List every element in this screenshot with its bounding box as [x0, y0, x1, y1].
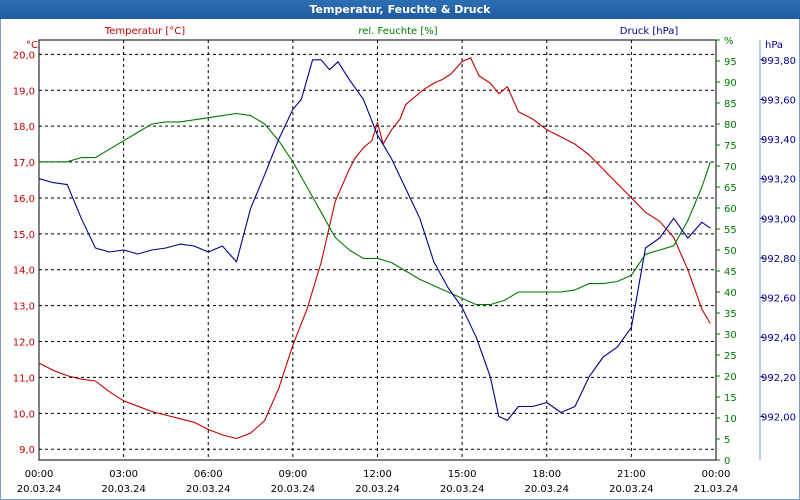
- grid-lines: [39, 40, 716, 460]
- x-tick-date: 20.03.24: [524, 484, 569, 495]
- pressure-tick-label: 992,00: [761, 412, 796, 423]
- temperature-tick-label: 15,0: [13, 230, 35, 241]
- series-line-pressure: [38, 59, 711, 421]
- series-line-temperature: [38, 57, 711, 440]
- x-tick-time: 00:00: [702, 469, 731, 480]
- x-tick-date: 21.03.24: [694, 484, 739, 495]
- humidity-tick-label: 95: [724, 57, 737, 68]
- axis-ticks: 00:00 20.03.24 03:00 20.03.24 06:00 20.03.24 0…: [13, 36, 796, 495]
- humidity-tick-label: 85: [724, 99, 737, 110]
- humidity-tick-label: 75: [724, 141, 737, 152]
- humidity-tick-label: 70: [724, 162, 737, 173]
- temperature-tick-label: 9,0: [19, 445, 35, 456]
- x-tick-date: 20.03.24: [609, 484, 654, 495]
- humidity-tick-label: 45: [724, 267, 737, 278]
- temperature-tick-label: 19,0: [13, 86, 35, 97]
- x-tick-time: 15:00: [448, 469, 477, 480]
- humidity-tick-label: 50: [724, 246, 737, 257]
- x-tick-time: 06:00: [194, 469, 223, 480]
- temperature-tick-label: 20,0: [13, 50, 35, 61]
- temperature-tick-label: 17,0: [13, 158, 35, 169]
- humidity-tick-label: 80: [724, 120, 737, 131]
- series-layer: [38, 57, 711, 440]
- x-tick-time: 09:00: [278, 469, 307, 480]
- humidity-tick-label: 90: [724, 78, 737, 89]
- x-tick-date: 20.03.24: [186, 484, 231, 495]
- x-tick-time: 12:00: [363, 469, 392, 480]
- window-title: Temperatur, Feuchte & Druck: [0, 0, 800, 19]
- x-tick-date: 20.03.24: [101, 484, 146, 495]
- humidity-tick-label: 25: [724, 351, 737, 362]
- temperature-tick-label: 10,0: [13, 409, 35, 420]
- temperature-tick-label: 11,0: [13, 373, 35, 384]
- temperature-axis-label: Temperatur [°C]: [104, 26, 185, 37]
- temperature-tick-label: 16,0: [13, 194, 35, 205]
- temperature-tick-label: 14,0: [13, 266, 35, 277]
- humidity-tick-label: 0: [724, 456, 730, 467]
- temperature-tick-label: 13,0: [13, 302, 35, 313]
- humidity-tick-label: 20: [724, 372, 737, 383]
- x-tick-time: 18:00: [532, 469, 561, 480]
- humidity-tick-label: 60: [724, 204, 737, 215]
- x-tick-date: 20.03.24: [355, 484, 400, 495]
- humidity-tick-label: 10: [724, 414, 737, 425]
- humidity-tick-label: 65: [724, 183, 737, 194]
- temperature-tick-label: 18,0: [13, 122, 35, 133]
- humidity-tick-label: 5: [724, 435, 730, 446]
- x-tick-date: 20.03.24: [271, 484, 316, 495]
- humidity-tick-label: 55: [724, 225, 737, 236]
- pressure-axis-label: Druck [hPa]: [620, 26, 679, 37]
- series-line-humidity: [39, 112, 711, 306]
- pressure-unit-label: hPa: [765, 40, 783, 51]
- pressure-tick-label: 993,40: [761, 135, 796, 146]
- humidity-tick-label: 35: [724, 309, 737, 320]
- humidity-axis-label: rel. Feuchte [%]: [358, 26, 437, 37]
- humidity-tick-label: 15: [724, 393, 737, 404]
- temperature-unit-label: °C: [26, 40, 38, 51]
- x-tick-date: 20.03.24: [17, 484, 62, 495]
- x-tick-time: 03:00: [109, 469, 138, 480]
- pressure-tick-label: 992,40: [761, 333, 796, 344]
- pressure-tick-label: 993,20: [761, 175, 796, 186]
- humidity-tick-label: %: [724, 36, 734, 47]
- x-tick-time: 00:00: [25, 469, 54, 480]
- x-tick-date: 20.03.24: [440, 484, 485, 495]
- pressure-tick-label: 993,60: [761, 95, 796, 106]
- pressure-tick-label: 992,20: [761, 373, 796, 384]
- humidity-tick-label: 30: [724, 330, 737, 341]
- x-tick-time: 21:00: [617, 469, 646, 480]
- pressure-tick-label: 992,80: [761, 254, 796, 265]
- humidity-tick-label: 40: [724, 288, 737, 299]
- temperature-tick-label: 12,0: [13, 338, 35, 349]
- pressure-tick-label: 993,00: [761, 214, 796, 225]
- pressure-tick-label: 993,80: [761, 56, 796, 67]
- pressure-tick-label: 992,60: [761, 294, 796, 305]
